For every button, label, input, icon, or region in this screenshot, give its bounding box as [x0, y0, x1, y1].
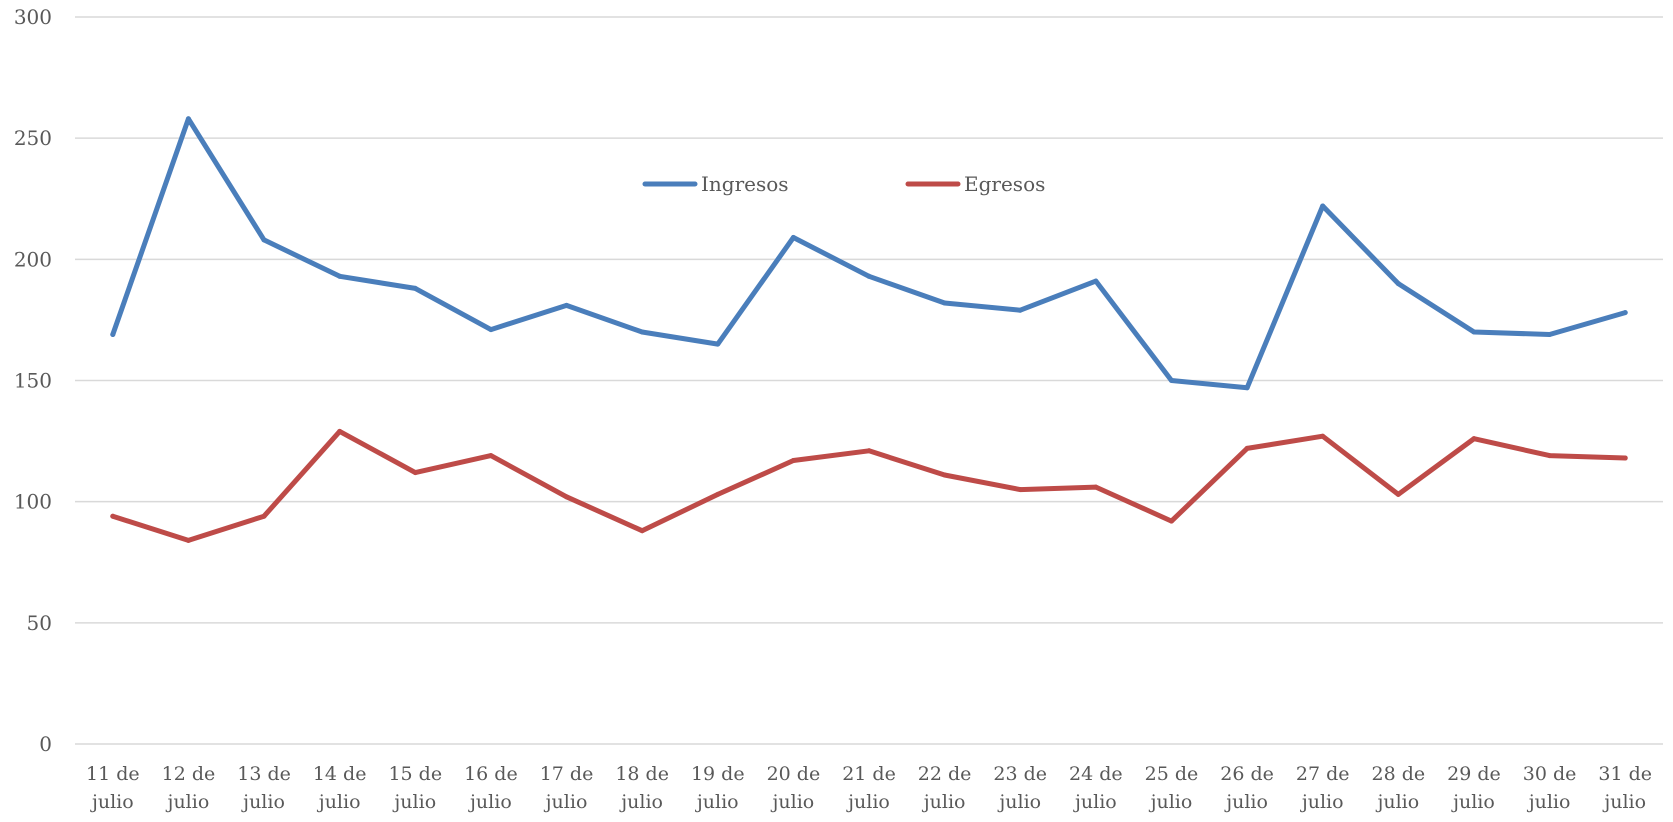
data-point [261, 513, 267, 519]
data-point [1168, 518, 1174, 524]
data-point [488, 327, 494, 333]
x-tick-label: 30 de julio [1523, 763, 1577, 813]
data-point [715, 341, 721, 347]
y-tick-label: 200 [14, 247, 52, 271]
x-tick-label: 13 de julio [237, 763, 291, 813]
legend-label: Ingresos [701, 172, 789, 196]
data-point [1244, 445, 1250, 451]
x-tick-label: 31 de julio [1598, 763, 1652, 813]
y-tick-label: 150 [14, 369, 52, 393]
data-point [564, 494, 570, 500]
x-tick-label: 27 de julio [1296, 763, 1350, 813]
y-axis: 0 50 100 150 200 250 300 [14, 5, 52, 756]
data-point [790, 235, 796, 241]
legend-item-egresos: Egresos [905, 172, 1045, 196]
x-tick-label: 25 de julio [1145, 763, 1199, 813]
x-axis: 11 de julio 12 de julio 13 de julio 14 de julio… [86, 763, 1652, 813]
x-tick-label: 16 de julio [464, 763, 518, 813]
data-point [412, 470, 418, 476]
data-point [639, 329, 645, 335]
x-tick-label: 12 de julio [162, 763, 216, 813]
series-line-egresos [110, 428, 1628, 543]
data-point [1168, 378, 1174, 383]
x-tick-label: 17 de julio [540, 763, 594, 813]
y-tick-label: 300 [14, 5, 52, 29]
data-point [1547, 453, 1553, 459]
data-point [185, 116, 191, 122]
series-lines [110, 116, 1628, 543]
data-point [337, 428, 343, 434]
data-point [1244, 385, 1250, 391]
data-point [1395, 281, 1401, 287]
data-point [1093, 484, 1099, 490]
data-point [1093, 278, 1099, 284]
data-point [790, 457, 796, 463]
data-point [866, 448, 872, 454]
data-point [110, 513, 116, 519]
x-tick-label: 23 de julio [993, 763, 1047, 813]
data-point [1547, 331, 1553, 337]
x-tick-label: 22 de julio [918, 763, 972, 813]
data-point [1622, 310, 1628, 316]
data-point [488, 453, 494, 459]
x-tick-label: 19 de julio [691, 763, 745, 813]
series-ingresos [110, 116, 1628, 391]
x-tick-label: 14 de julio [313, 763, 367, 813]
data-point [564, 302, 570, 308]
legend-item-ingresos: Ingresos [642, 172, 789, 196]
data-point [942, 300, 948, 306]
x-tick-label: 15 de julio [388, 763, 442, 813]
data-point [1471, 329, 1477, 335]
series-line-ingresos [110, 116, 1628, 391]
data-point [412, 285, 418, 291]
data-point [261, 237, 267, 243]
data-point [185, 537, 191, 543]
x-tick-label: 24 de julio [1069, 763, 1123, 813]
data-point [1395, 491, 1401, 497]
x-tick-label: 28 de julio [1372, 763, 1426, 813]
data-point [715, 491, 721, 497]
x-tick-label: 11 de julio [86, 763, 140, 813]
y-tick-label: 0 [39, 732, 52, 756]
y-tick-label: 100 [14, 490, 52, 514]
x-tick-label: 18 de julio [615, 763, 669, 813]
data-point [337, 273, 343, 279]
data-point [1471, 436, 1477, 442]
data-point [1622, 455, 1628, 461]
data-point [866, 273, 872, 279]
data-point [1017, 487, 1023, 493]
x-tick-label: 29 de julio [1447, 763, 1501, 813]
data-point [1320, 433, 1326, 439]
legend: Ingresos Egresos [642, 172, 1045, 196]
data-point [1017, 307, 1023, 313]
data-point [942, 472, 948, 478]
y-tick-label: 50 [27, 611, 52, 635]
y-tick-label: 250 [14, 126, 52, 150]
x-tick-label: 26 de julio [1220, 763, 1274, 813]
data-point [639, 528, 645, 534]
x-tick-label: 21 de julio [842, 763, 896, 813]
legend-label: Egresos [964, 172, 1045, 196]
data-point [110, 331, 116, 337]
x-tick-label: 20 de julio [767, 763, 821, 813]
gridlines [75, 16, 1663, 745]
series-egresos [110, 428, 1628, 543]
data-point [1320, 203, 1326, 209]
